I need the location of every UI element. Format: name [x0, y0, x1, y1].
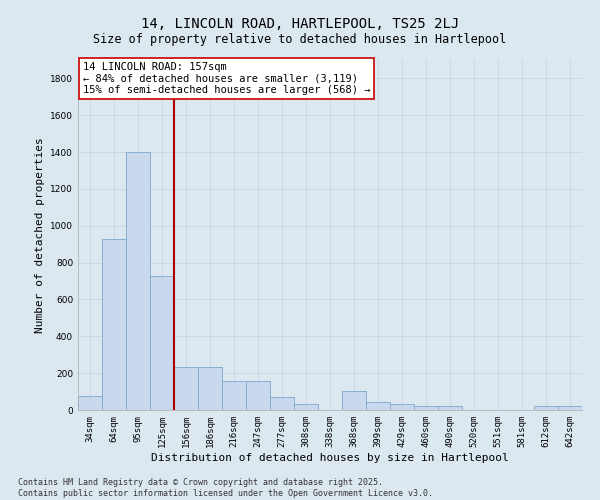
Text: Size of property relative to detached houses in Hartlepool: Size of property relative to detached ho… — [94, 32, 506, 46]
Bar — [150, 276, 174, 410]
Bar — [294, 404, 318, 410]
Bar — [534, 406, 558, 410]
Bar — [270, 397, 294, 410]
Bar — [342, 390, 366, 410]
Bar — [246, 382, 270, 410]
Bar — [198, 366, 222, 410]
Bar — [414, 406, 438, 410]
Bar — [102, 238, 126, 410]
Bar — [438, 406, 462, 410]
X-axis label: Distribution of detached houses by size in Hartlepool: Distribution of detached houses by size … — [151, 452, 509, 462]
Text: 14, LINCOLN ROAD, HARTLEPOOL, TS25 2LJ: 14, LINCOLN ROAD, HARTLEPOOL, TS25 2LJ — [141, 18, 459, 32]
Bar — [390, 404, 414, 410]
Bar — [222, 382, 246, 410]
Bar — [126, 152, 150, 410]
Y-axis label: Number of detached properties: Number of detached properties — [35, 137, 44, 333]
Text: 14 LINCOLN ROAD: 157sqm
← 84% of detached houses are smaller (3,119)
15% of semi: 14 LINCOLN ROAD: 157sqm ← 84% of detache… — [83, 62, 371, 95]
Bar — [78, 396, 102, 410]
Bar — [558, 406, 582, 410]
Bar — [366, 402, 390, 410]
Text: Contains HM Land Registry data © Crown copyright and database right 2025.
Contai: Contains HM Land Registry data © Crown c… — [18, 478, 433, 498]
Bar — [174, 366, 198, 410]
